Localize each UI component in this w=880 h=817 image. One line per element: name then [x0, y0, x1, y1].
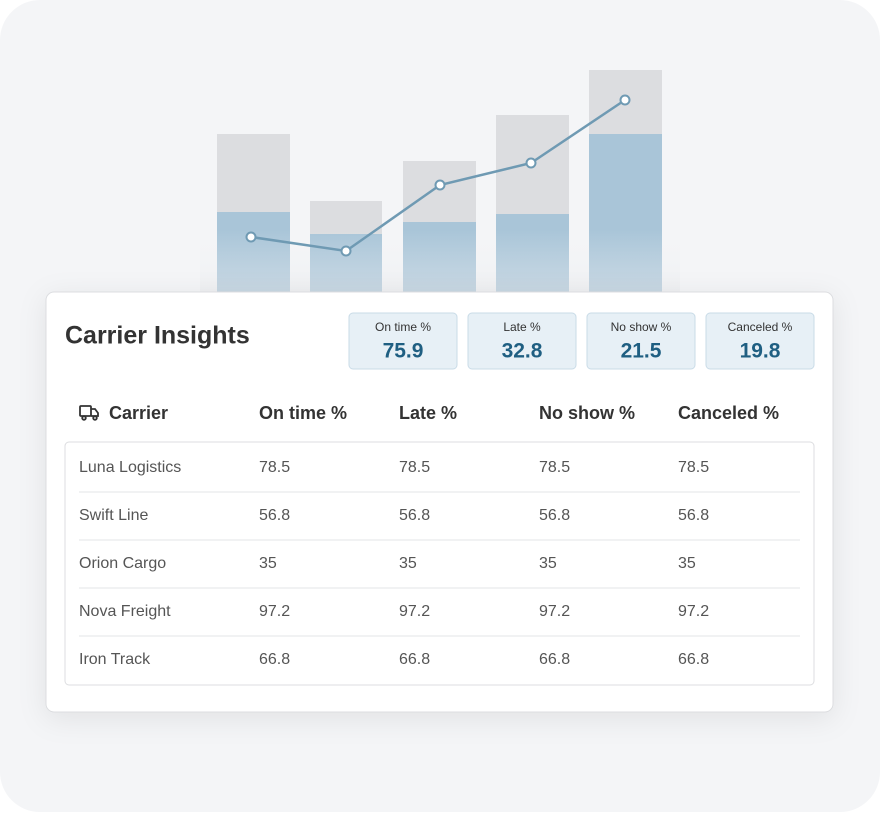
kpi-group: On time % 75.9 Late % 32.8 No show % 21.5 Canc…	[348, 312, 815, 370]
cell-value: 78.5	[539, 459, 570, 476]
cell-value: 66.8	[399, 651, 430, 668]
column-header: Late %	[399, 403, 457, 423]
kpi-label: No show %	[611, 320, 672, 334]
cell-value: 66.8	[678, 651, 709, 668]
cell-value: 35	[678, 555, 696, 572]
cell-value: 78.5	[678, 459, 709, 476]
kpi-value: 21.5	[621, 340, 662, 363]
cell-value: 56.8	[259, 507, 290, 524]
cell-value: 35	[259, 555, 277, 572]
kpi-box	[348, 312, 458, 370]
kpi-value: 32.8	[502, 340, 543, 363]
truck-icon	[79, 405, 99, 421]
kpi-box	[467, 312, 577, 370]
cell-value: 56.8	[399, 507, 430, 524]
column-header: On time %	[259, 403, 347, 423]
kpi-value: 75.9	[383, 340, 424, 363]
cell-value: 78.5	[399, 459, 430, 476]
carrier-name: Luna Logistics	[79, 459, 181, 476]
cell-value: 78.5	[259, 459, 290, 476]
carrier-name: Orion Cargo	[79, 555, 166, 572]
column-header: Carrier	[109, 403, 168, 423]
kpi-box	[586, 312, 696, 370]
cell-value: 66.8	[259, 651, 290, 668]
carrier-name: Swift Line	[79, 507, 148, 524]
kpi-value: 19.8	[740, 340, 781, 363]
table-body: Luna Logistics 78.5 78.5 78.5 78.5 Swift Line…	[79, 459, 800, 668]
cell-value: 56.8	[539, 507, 570, 524]
cell-value: 66.8	[539, 651, 570, 668]
kpi-label: Late %	[503, 320, 541, 334]
cell-value: 97.2	[539, 603, 570, 620]
kpi-box	[705, 312, 815, 370]
table-box	[64, 441, 815, 686]
cell-value: 56.8	[678, 507, 709, 524]
card-title: Carrier Insights	[65, 322, 250, 350]
kpi-label: On time %	[375, 320, 431, 334]
cell-value: 97.2	[678, 603, 709, 620]
carrier-name: Iron Track	[79, 651, 151, 668]
kpi-label: Canceled %	[728, 320, 793, 334]
table-header: Carrier On time % Late % No show % Canceled …	[109, 403, 779, 423]
decorative-chart	[200, 70, 680, 294]
column-header: No show %	[539, 403, 635, 423]
cell-value: 97.2	[399, 603, 430, 620]
carrier-name: Nova Freight	[79, 603, 171, 620]
column-header: Canceled %	[678, 403, 779, 423]
cell-value: 97.2	[259, 603, 290, 620]
cell-value: 35	[399, 555, 417, 572]
cell-value: 35	[539, 555, 557, 572]
